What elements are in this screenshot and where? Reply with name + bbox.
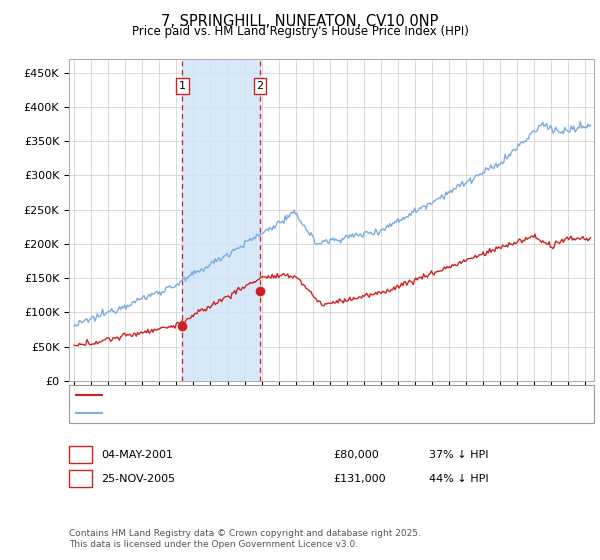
Text: HPI: Average price, detached house, North Warwickshire: HPI: Average price, detached house, Nort…	[107, 408, 401, 418]
Text: 1: 1	[179, 81, 186, 91]
Text: 2: 2	[77, 474, 84, 484]
Text: 1: 1	[77, 450, 84, 460]
Text: 7, SPRINGHILL, NUNEATON, CV10 0NP: 7, SPRINGHILL, NUNEATON, CV10 0NP	[161, 14, 439, 29]
Text: 2: 2	[256, 81, 263, 91]
Text: 25-NOV-2005: 25-NOV-2005	[101, 474, 175, 484]
Bar	[182, 59, 260, 381]
Text: Contains HM Land Registry data © Crown copyright and database right 2025.
This d: Contains HM Land Registry data © Crown c…	[69, 529, 421, 549]
Text: 7, SPRINGHILL, NUNEATON, CV10 0NP (detached house): 7, SPRINGHILL, NUNEATON, CV10 0NP (detac…	[107, 390, 399, 400]
Text: Price paid vs. HM Land Registry's House Price Index (HPI): Price paid vs. HM Land Registry's House …	[131, 25, 469, 38]
Text: £80,000: £80,000	[333, 450, 379, 460]
Text: £131,000: £131,000	[333, 474, 386, 484]
Text: 44% ↓ HPI: 44% ↓ HPI	[429, 474, 488, 484]
Text: 04-MAY-2001: 04-MAY-2001	[101, 450, 173, 460]
Text: 37% ↓ HPI: 37% ↓ HPI	[429, 450, 488, 460]
